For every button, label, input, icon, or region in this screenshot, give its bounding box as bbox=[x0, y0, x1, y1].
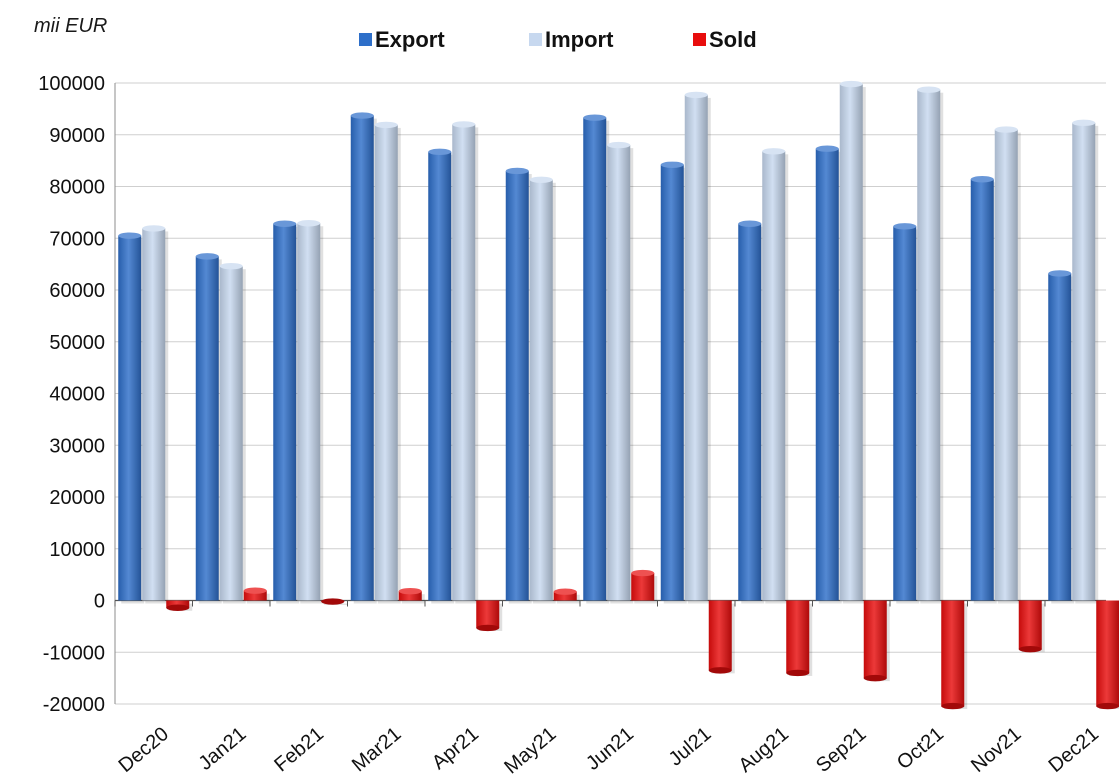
bar-import-oct21 bbox=[917, 86, 944, 604]
y-tick-label: 0 bbox=[94, 591, 105, 613]
bar-sold-oct21 bbox=[941, 600, 968, 710]
bar-import-jul21 bbox=[684, 91, 711, 604]
bar-export-jul21 bbox=[660, 161, 687, 604]
bar-sold-jul21 bbox=[708, 600, 735, 674]
legend-swatch bbox=[529, 33, 542, 46]
x-tick-label: Sep21 bbox=[812, 723, 870, 777]
x-tick-label: Aug21 bbox=[735, 723, 793, 777]
y-tick-label: 100000 bbox=[38, 73, 105, 95]
legend-label: Sold bbox=[709, 27, 757, 52]
bar-export-aug21 bbox=[738, 220, 765, 604]
bar-sold-apr21 bbox=[476, 600, 503, 632]
bars bbox=[118, 80, 1119, 710]
legend-swatch bbox=[359, 33, 372, 46]
bar-export-apr21 bbox=[428, 148, 455, 604]
x-tick-label: Jul21 bbox=[665, 723, 716, 771]
x-tick-label: Nov21 bbox=[967, 723, 1025, 777]
legend-swatch bbox=[693, 33, 706, 46]
legend-item-import: Import bbox=[529, 27, 614, 52]
bar-sold-dec20 bbox=[166, 600, 193, 611]
legend-label: Export bbox=[375, 27, 445, 52]
bar-sold-aug21 bbox=[786, 600, 813, 677]
bar-sold-nov21 bbox=[1018, 600, 1045, 653]
legend-item-export: Export bbox=[359, 27, 445, 52]
x-tick-label: Dec20 bbox=[115, 723, 173, 777]
bar-import-dec20 bbox=[142, 225, 169, 604]
bar-export-jan21 bbox=[195, 253, 222, 604]
y-tick-label: 40000 bbox=[49, 384, 105, 406]
y-tick-label: 30000 bbox=[49, 435, 105, 457]
bar-sold-mar21 bbox=[398, 587, 425, 604]
bar-import-dec21 bbox=[1072, 119, 1099, 604]
y-tick-label: 70000 bbox=[49, 228, 105, 250]
bar-export-dec20 bbox=[118, 232, 145, 604]
bar-sold-jun21 bbox=[631, 569, 658, 604]
bar-sold-jan21 bbox=[243, 587, 270, 604]
bar-export-oct21 bbox=[893, 223, 920, 604]
bar-import-feb21 bbox=[297, 220, 324, 604]
bar-export-sep21 bbox=[815, 145, 842, 604]
x-tick-label: Oct21 bbox=[893, 723, 948, 774]
y-tick-label: 80000 bbox=[49, 177, 105, 199]
x-tick-label: Mar21 bbox=[348, 723, 406, 776]
bar-export-may21 bbox=[505, 167, 532, 604]
bar-import-may21 bbox=[529, 176, 556, 604]
x-tick-label: Apr21 bbox=[428, 723, 483, 774]
x-tick-label: May21 bbox=[500, 723, 560, 778]
x-tick-label: Jun21 bbox=[582, 723, 638, 775]
legend-item-sold: Sold bbox=[693, 27, 757, 52]
bar-export-nov21 bbox=[970, 176, 997, 604]
y-tick-label: 90000 bbox=[49, 125, 105, 147]
bar-import-jun21 bbox=[607, 141, 634, 604]
bar-import-nov21 bbox=[994, 126, 1021, 604]
y-tick-label: 60000 bbox=[49, 280, 105, 302]
legend-label: Import bbox=[545, 27, 614, 52]
bar-export-feb21 bbox=[273, 220, 300, 604]
legend: Export Import Sold bbox=[359, 27, 757, 52]
bar-import-sep21 bbox=[839, 80, 866, 604]
y-tick-label: 50000 bbox=[49, 332, 105, 354]
x-tick-label: Jan21 bbox=[195, 723, 251, 775]
unit-label: mii EUR bbox=[34, 15, 107, 37]
x-tick-label: Feb21 bbox=[270, 723, 328, 776]
bar-import-apr21 bbox=[452, 121, 479, 604]
bar-sold-feb21 bbox=[321, 598, 348, 605]
bar-import-mar21 bbox=[374, 121, 401, 604]
y-tick-label: -10000 bbox=[43, 642, 105, 664]
x-tick-label: Dec21 bbox=[1045, 723, 1103, 777]
bar-export-dec21 bbox=[1048, 270, 1075, 604]
y-tick-label: 10000 bbox=[49, 539, 105, 561]
bar-import-aug21 bbox=[762, 148, 789, 604]
bar-export-jun21 bbox=[583, 114, 610, 604]
bar-sold-may21 bbox=[553, 588, 580, 604]
bar-sold-sep21 bbox=[863, 600, 890, 682]
y-tick-label: 20000 bbox=[49, 487, 105, 509]
bar-export-mar21 bbox=[350, 112, 377, 604]
y-tick-label: -20000 bbox=[43, 694, 105, 716]
bar-import-jan21 bbox=[219, 262, 246, 604]
bar-sold-dec21 bbox=[1096, 600, 1119, 710]
